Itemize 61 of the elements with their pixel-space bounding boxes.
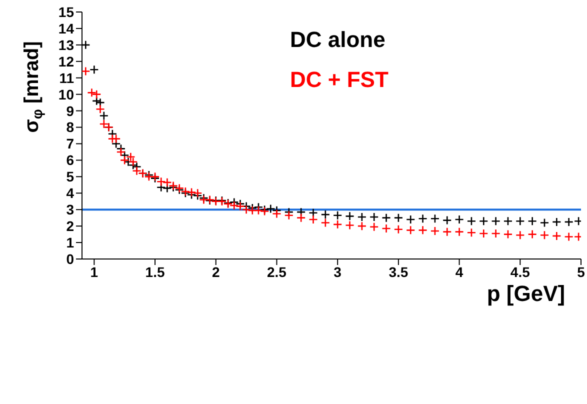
x-tick-label: 3 bbox=[334, 264, 342, 280]
y-tick-label: 9 bbox=[66, 102, 74, 119]
point bbox=[406, 226, 416, 235]
point bbox=[491, 228, 500, 238]
point bbox=[296, 213, 306, 222]
text: DC alone bbox=[290, 26, 386, 54]
y-tick-label: 2 bbox=[66, 218, 74, 234]
text: DC + FST bbox=[290, 66, 388, 94]
point bbox=[430, 226, 440, 236]
point bbox=[332, 220, 342, 230]
point bbox=[503, 230, 513, 239]
x-axis-title: p [GeV] bbox=[486, 281, 566, 306]
point bbox=[466, 228, 476, 238]
point bbox=[418, 226, 428, 235]
y-tick-label: 1 bbox=[66, 234, 74, 251]
point bbox=[284, 210, 294, 220]
point bbox=[192, 188, 202, 198]
y-tick-label: 15 bbox=[58, 4, 74, 20]
y-tick-label: 8 bbox=[66, 119, 74, 136]
point bbox=[82, 66, 90, 76]
x-tick-label: 2 bbox=[212, 264, 220, 280]
x-tick-label: 3.5 bbox=[388, 264, 408, 280]
point bbox=[382, 224, 391, 234]
y-tick-label: 14 bbox=[58, 20, 74, 36]
y-tick-label: 12 bbox=[58, 53, 74, 70]
point bbox=[320, 218, 330, 228]
x-tick-label: 4.5 bbox=[510, 264, 530, 280]
point bbox=[357, 221, 367, 231]
point bbox=[345, 220, 354, 230]
point bbox=[254, 206, 264, 216]
point bbox=[515, 230, 525, 240]
point bbox=[564, 232, 574, 242]
point bbox=[394, 224, 404, 234]
x-tick-label: 2.5 bbox=[266, 264, 287, 280]
point bbox=[186, 188, 196, 197]
x-tick-label: 4 bbox=[455, 264, 464, 280]
point bbox=[248, 206, 258, 216]
y-tick-label: 6 bbox=[66, 152, 74, 168]
point bbox=[442, 227, 452, 236]
y-tick-label: 10 bbox=[58, 86, 74, 102]
point bbox=[120, 156, 130, 165]
point bbox=[272, 209, 282, 218]
y-tick-label: 7 bbox=[66, 136, 74, 152]
point bbox=[528, 230, 537, 239]
y-tick-label: 4 bbox=[66, 185, 74, 202]
point bbox=[478, 228, 488, 238]
y-tick-label: 11 bbox=[59, 70, 74, 86]
point bbox=[116, 147, 126, 157]
point bbox=[454, 227, 464, 236]
point bbox=[308, 214, 318, 224]
x-tick-label: 5 bbox=[577, 264, 586, 280]
point bbox=[369, 222, 379, 232]
y-tick-label: 13 bbox=[58, 36, 74, 53]
point bbox=[96, 104, 105, 114]
y-tick-label: 0 bbox=[66, 250, 74, 267]
point bbox=[552, 231, 562, 241]
x-tick-label: 1 bbox=[90, 264, 98, 280]
x-tick-label: 1.5 bbox=[145, 264, 165, 280]
y-tick-label: 3 bbox=[66, 202, 74, 218]
point bbox=[540, 230, 550, 240]
y-tick-label: 5 bbox=[66, 168, 74, 185]
